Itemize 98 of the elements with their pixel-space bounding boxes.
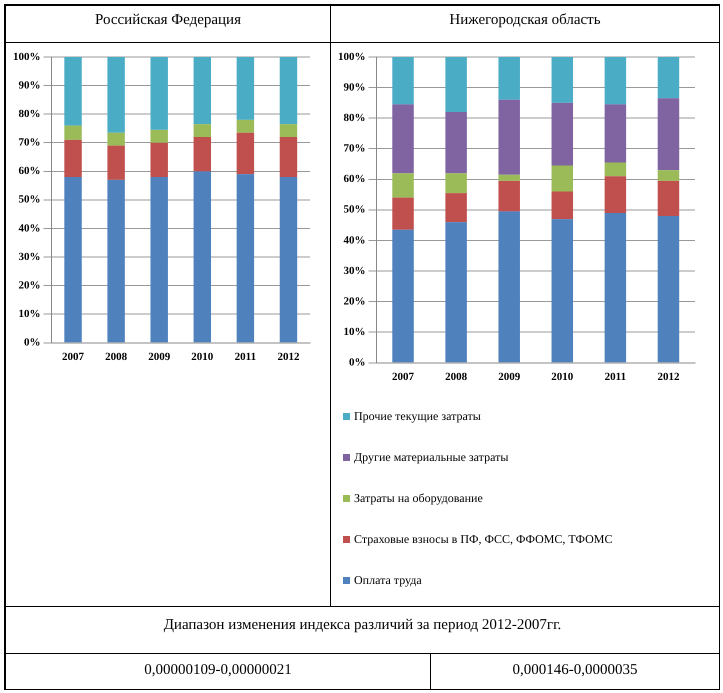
x-tick-label: 2012 <box>657 371 680 384</box>
bar <box>604 212 626 362</box>
bar <box>604 162 626 176</box>
bar <box>604 176 626 213</box>
bar <box>194 171 212 342</box>
bar <box>107 180 125 342</box>
text: 0,00000109-0,00000021 <box>5 653 431 690</box>
chart-title: Российская Федерация <box>5 5 331 43</box>
y-tick-label: 30% <box>18 250 40 263</box>
bar <box>552 219 574 362</box>
x-tick-label: 2012 <box>277 351 300 364</box>
y-tick-label: 90% <box>344 81 366 94</box>
bar <box>392 104 414 174</box>
x-tick-label: 2009 <box>498 371 521 384</box>
y-tick-label: 70% <box>344 142 366 155</box>
y-tick-label: 60% <box>344 173 366 186</box>
bar <box>236 174 254 342</box>
x-tick-label: 2011 <box>604 371 626 384</box>
bar <box>150 142 168 178</box>
y-tick-label: 90% <box>18 79 40 92</box>
bar <box>64 57 82 126</box>
bar <box>280 137 298 178</box>
y-tick-label: 20% <box>344 295 366 308</box>
y-tick-label: 0% <box>349 356 366 369</box>
y-tick-label: 60% <box>18 165 40 178</box>
bar <box>445 222 467 362</box>
y-tick-label: 80% <box>344 112 366 124</box>
y-tick-label: 10% <box>344 326 366 338</box>
y-tick-label: 50% <box>18 194 40 206</box>
bar <box>498 100 520 175</box>
bar <box>107 132 125 146</box>
y-tick-label: 100% <box>338 50 366 63</box>
y-tick-label: 30% <box>344 264 366 277</box>
y-tick-label: 50% <box>344 204 366 216</box>
bar <box>552 102 574 166</box>
bar <box>445 57 467 112</box>
y-tick-label: 10% <box>18 308 40 320</box>
x-tick-label: 2010 <box>191 351 214 364</box>
bar <box>604 57 626 104</box>
bar <box>194 57 212 124</box>
x-tick-label: 2008 <box>105 351 128 364</box>
bar <box>552 57 574 103</box>
bar <box>236 132 254 174</box>
x-tick-label: 2007 <box>62 351 85 364</box>
bar <box>658 170 680 181</box>
bar <box>194 124 212 138</box>
y-tick-label: 100% <box>13 50 40 63</box>
bar <box>64 140 82 178</box>
legend-label: Другие материальные затраты <box>354 450 508 465</box>
legend-label: Страховые взносы в ПФ, ФСС, ФФОМС, ТФОМС <box>354 532 612 547</box>
bar <box>552 192 574 220</box>
y-tick-label: 40% <box>18 222 40 234</box>
legend-label: Затраты на оборудование <box>354 491 483 506</box>
bar <box>64 177 82 342</box>
bar <box>280 57 298 124</box>
bar <box>194 137 212 172</box>
bar <box>445 193 467 222</box>
chart-title: Нижегородская область <box>330 5 720 43</box>
bar <box>392 198 414 230</box>
text: Диапазон изменения индекса различий за период 2012-2007гг. <box>5 606 720 654</box>
legend-label: Оплата труда <box>354 573 422 588</box>
bar <box>280 124 298 138</box>
bar <box>392 173 414 198</box>
bar <box>107 146 125 180</box>
y-tick-label: 20% <box>18 279 40 292</box>
bar <box>552 166 574 192</box>
bar <box>280 177 298 342</box>
bar <box>107 57 125 133</box>
bar <box>498 211 520 362</box>
y-tick-label: 70% <box>18 136 40 149</box>
bar <box>236 57 254 120</box>
x-tick-label: 2007 <box>392 371 415 384</box>
text: 0,000146-0,0000035 <box>430 653 720 690</box>
x-tick-label: 2010 <box>551 371 574 384</box>
y-tick-label: 80% <box>18 108 40 120</box>
bar <box>150 57 168 130</box>
bar <box>150 130 168 143</box>
bar <box>498 57 520 100</box>
bar <box>604 104 626 162</box>
bar <box>498 174 520 181</box>
bar <box>658 216 680 362</box>
y-tick-label: 0% <box>24 336 40 349</box>
bar <box>498 180 520 212</box>
x-tick-label: 2008 <box>445 371 468 384</box>
bar <box>658 98 680 170</box>
bar <box>64 126 82 140</box>
bar <box>392 230 414 362</box>
legend-label: Прочие текущие затраты <box>354 409 481 424</box>
x-tick-label: 2009 <box>148 351 171 364</box>
bar <box>658 180 680 216</box>
bar <box>445 112 467 174</box>
bar <box>658 57 680 98</box>
bar <box>236 120 254 133</box>
bar <box>392 57 414 104</box>
x-tick-label: 2011 <box>234 351 256 364</box>
bar <box>150 177 168 342</box>
bar <box>445 173 467 194</box>
y-tick-label: 40% <box>344 234 366 246</box>
